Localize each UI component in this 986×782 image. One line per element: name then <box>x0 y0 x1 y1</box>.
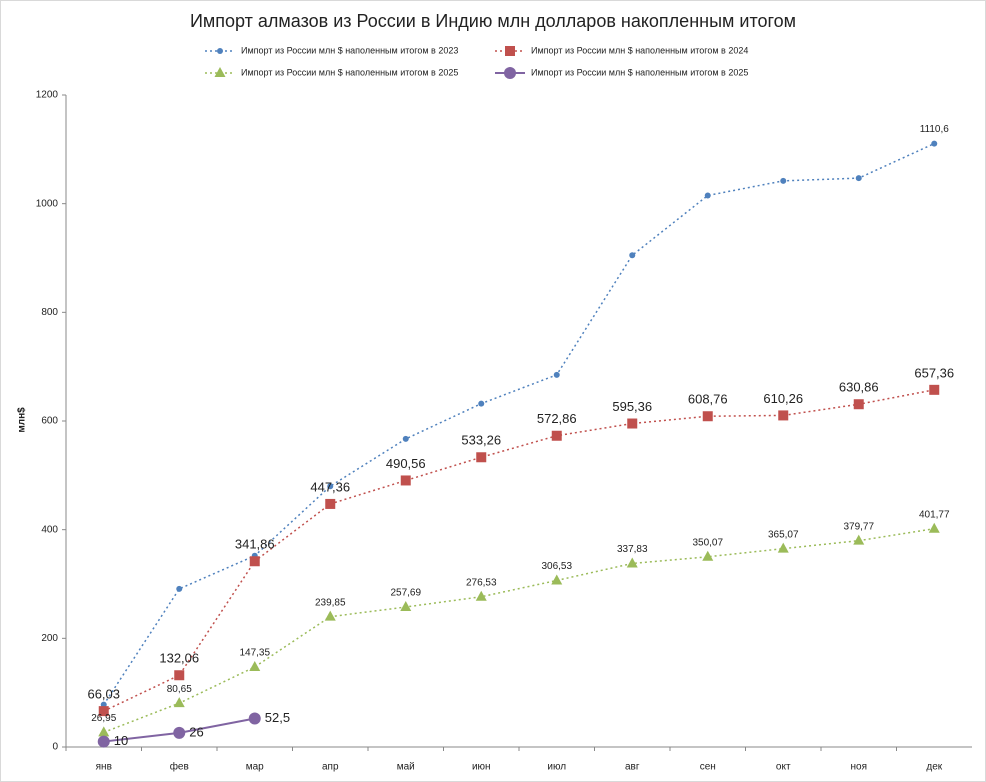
data-point <box>777 542 789 553</box>
data-point <box>704 192 711 199</box>
data-label: 595,36 <box>612 399 652 414</box>
data-point <box>249 660 261 671</box>
y-tick-label: 200 <box>41 633 58 644</box>
data-point <box>402 435 409 442</box>
data-point <box>551 430 562 441</box>
data-label: 66,03 <box>87 687 120 702</box>
data-label: 365,07 <box>768 529 799 540</box>
data-point <box>629 252 636 259</box>
legend-marker <box>217 48 223 54</box>
data-point <box>929 384 940 395</box>
data-point <box>173 726 186 739</box>
data-label: 257,69 <box>390 588 421 599</box>
data-point <box>475 590 487 601</box>
y-tick-label: 400 <box>41 524 58 535</box>
x-tick-label: май <box>397 762 415 773</box>
data-label: 657,36 <box>914 365 954 380</box>
data-label: 350,07 <box>692 537 723 548</box>
data-point <box>702 411 713 422</box>
data-point <box>173 697 185 708</box>
x-tick-label: сен <box>700 762 716 773</box>
data-point <box>931 140 938 147</box>
data-label: 608,76 <box>688 392 728 407</box>
data-label: 80,65 <box>167 684 192 695</box>
data-point <box>627 418 638 429</box>
data-point <box>853 534 865 545</box>
data-label: 341,86 <box>235 537 275 552</box>
data-label: 52,5 <box>265 710 290 725</box>
x-tick-label: окт <box>776 762 791 773</box>
data-point <box>855 175 862 182</box>
x-tick-label: июн <box>472 762 491 773</box>
y-tick-label: 1200 <box>36 90 59 101</box>
x-tick-label: янв <box>96 762 112 773</box>
data-point <box>778 410 789 421</box>
y-tick-label: 600 <box>41 416 58 427</box>
data-point <box>176 585 183 592</box>
data-point <box>928 522 940 533</box>
data-label: 10 <box>114 733 128 748</box>
legend-label: Импорт из России млн $ наполенным итогом… <box>241 67 458 77</box>
data-point <box>551 574 563 585</box>
data-point <box>626 557 638 568</box>
data-label: 276,53 <box>466 577 497 588</box>
series-line <box>103 527 935 734</box>
data-point <box>324 610 336 621</box>
data-point <box>400 600 412 611</box>
y-tick-label: 800 <box>41 307 58 318</box>
x-tick-label: мар <box>246 762 264 773</box>
x-tick-label: июл <box>547 762 566 773</box>
legend-marker <box>214 67 226 77</box>
data-label: 1110,6 <box>920 124 950 135</box>
x-tick-label: ноя <box>851 762 868 773</box>
data-point <box>174 670 185 681</box>
legend-marker <box>504 67 516 79</box>
y-tick-label: 1000 <box>36 198 59 209</box>
data-point <box>98 726 110 737</box>
data-label: 533,26 <box>461 433 501 448</box>
x-tick-label: апр <box>322 762 339 773</box>
legend-label: Импорт из России млн $ наполенным итогом… <box>531 67 748 77</box>
data-point <box>100 701 107 708</box>
data-label: 610,26 <box>763 391 803 406</box>
data-point <box>702 550 714 561</box>
data-label: 306,53 <box>541 561 572 572</box>
data-label: 401,77 <box>919 509 950 520</box>
data-label: 132,06 <box>159 651 199 666</box>
data-point <box>249 556 260 567</box>
x-tick-label: фев <box>170 761 189 773</box>
data-point <box>97 735 110 748</box>
data-label: 379,77 <box>843 521 874 532</box>
data-point <box>98 706 109 717</box>
x-tick-label: авг <box>625 762 640 773</box>
x-tick-label: дек <box>926 762 942 773</box>
data-point <box>248 712 261 725</box>
chart-title: Импорт алмазов из России в Индию млн дол… <box>190 11 796 31</box>
data-label: 26 <box>189 724 203 739</box>
series-line <box>103 142 935 706</box>
data-label: 572,86 <box>537 411 577 426</box>
data-label: 147,35 <box>239 648 270 659</box>
data-point <box>476 452 487 463</box>
data-label: 447,36 <box>310 479 350 494</box>
data-point <box>553 371 560 378</box>
data-point <box>780 177 787 184</box>
data-point <box>327 483 334 490</box>
legend-label: Импорт из России млн $ наполенным итогом… <box>241 45 458 55</box>
legend-label: Импорт из России млн $ наполенным итогом… <box>531 45 748 55</box>
legend-marker <box>505 46 515 56</box>
data-label: 490,56 <box>386 456 426 471</box>
data-label: 26,95 <box>91 713 116 724</box>
data-point <box>853 399 864 410</box>
data-label: 239,85 <box>315 597 346 608</box>
y-axis-label: млн$ <box>17 407 28 433</box>
data-label: 630,86 <box>839 380 879 395</box>
data-label: 337,83 <box>617 544 648 555</box>
y-tick-label: 0 <box>52 742 58 753</box>
data-point <box>325 498 336 509</box>
data-point <box>400 475 411 486</box>
data-point <box>478 400 485 407</box>
